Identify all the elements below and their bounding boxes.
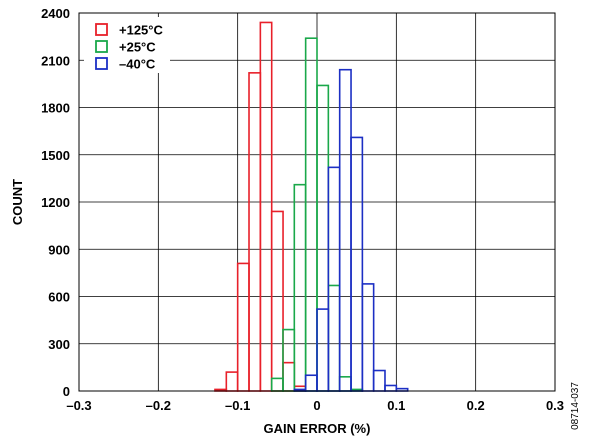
histogram-bar <box>293 183 307 392</box>
legend-swatch <box>95 40 108 53</box>
series-0-bars <box>214 21 307 392</box>
x-tick-label: –0.2 <box>146 398 171 413</box>
histogram-bar <box>316 84 330 392</box>
y-tick-label: 1800 <box>41 101 70 116</box>
y-tick-label: 1200 <box>41 195 70 210</box>
x-tick-label: 0.1 <box>387 398 405 413</box>
y-tick-label: 0 <box>63 384 70 399</box>
histogram-bar <box>327 284 341 392</box>
y-tick-label: 1500 <box>41 148 70 163</box>
series-2-bars <box>293 68 409 392</box>
legend-background <box>84 17 170 73</box>
histogram-bar <box>282 328 296 392</box>
x-tick-label: 0.2 <box>467 398 485 413</box>
figure-id: 08714-037 <box>570 382 581 430</box>
histogram-bar <box>350 136 364 392</box>
histogram-bar <box>384 384 398 392</box>
legend-item: +125°C <box>95 23 163 38</box>
histogram-bar <box>248 72 262 392</box>
x-tick-label: 0 <box>313 398 320 413</box>
plot-frame <box>78 12 556 392</box>
histogram-bar <box>338 68 352 392</box>
histogram-bar <box>338 376 352 392</box>
x-tick-label: –0.1 <box>225 398 250 413</box>
histogram-bar <box>270 377 284 392</box>
histogram-bar <box>236 262 250 392</box>
y-tick-label: 900 <box>48 242 70 257</box>
histogram-bar <box>259 21 273 392</box>
legend-swatch <box>95 23 108 36</box>
y-tick-label: 600 <box>48 290 70 305</box>
y-tick-label: 300 <box>48 337 70 352</box>
histogram-bars <box>214 21 409 392</box>
x-tick-label: 0.3 <box>546 398 564 413</box>
legend-swatch <box>95 57 108 70</box>
legend: +125°C +25°C –40°C <box>84 17 170 73</box>
histogram-bar <box>304 374 318 392</box>
histogram-bar <box>372 369 386 392</box>
histogram-bar <box>270 210 284 392</box>
x-tick-labels: –0.3 –0.2 –0.1 0 0.1 0.2 0.3 <box>66 398 564 413</box>
y-axis-title: COUNT <box>10 179 25 225</box>
histogram-bar <box>225 371 239 392</box>
histogram-bar <box>316 308 330 392</box>
histogram-bar <box>327 166 341 392</box>
x-axis-title: GAIN ERROR (%) <box>264 421 371 436</box>
legend-label: +125°C <box>119 23 163 38</box>
histogram-bar <box>304 37 318 392</box>
legend-item: –40°C <box>95 57 156 72</box>
x-tick-label: –0.3 <box>66 398 91 413</box>
histogram-bar <box>282 361 296 392</box>
legend-label: +25°C <box>119 40 156 55</box>
legend-item: +25°C <box>95 40 156 55</box>
y-tick-labels: 0 300 600 900 1200 1500 1800 2100 2400 <box>41 6 70 399</box>
legend-label: –40°C <box>119 57 156 72</box>
y-tick-label: 2400 <box>41 6 70 21</box>
y-tick-label: 2100 <box>41 53 70 68</box>
histogram-bar <box>361 283 375 392</box>
